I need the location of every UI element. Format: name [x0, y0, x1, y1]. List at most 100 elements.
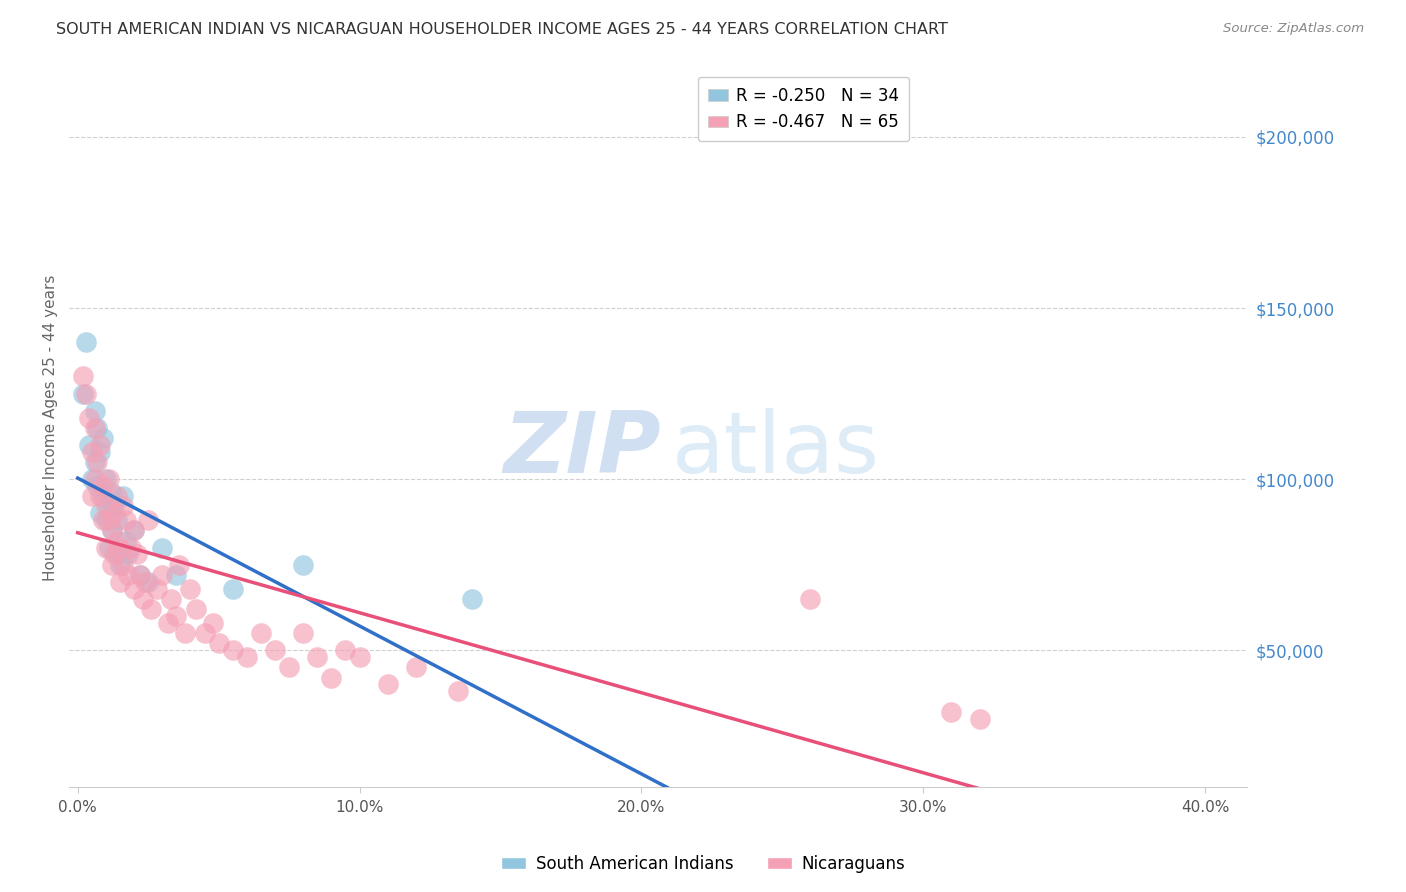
Text: ZIP: ZIP: [503, 408, 661, 491]
Point: [114, 513, 136, 527]
Point: [94, 472, 117, 486]
Point: [120, 541, 142, 555]
Point: [105, 533, 128, 548]
Point: [136, 513, 159, 527]
Point: [103, 506, 125, 520]
Point: [122, 582, 145, 596]
Point: [100, 558, 122, 572]
Point: [97, 541, 120, 555]
Point: [292, 626, 315, 640]
Point: [105, 548, 128, 562]
Point: [278, 660, 301, 674]
Point: [91, 479, 114, 493]
Point: [114, 533, 136, 548]
Point: [89, 444, 111, 458]
Point: [80, 489, 103, 503]
Point: [80, 444, 103, 458]
Point: [83, 403, 105, 417]
Point: [77, 438, 100, 452]
Y-axis label: Householder Income Ages 25 - 44 years: Householder Income Ages 25 - 44 years: [44, 275, 58, 581]
Point: [131, 591, 153, 606]
Point: [159, 591, 181, 606]
Point: [111, 489, 134, 503]
Point: [100, 524, 122, 538]
Point: [207, 636, 229, 650]
Point: [94, 541, 117, 555]
Point: [117, 548, 139, 562]
Point: [111, 500, 134, 514]
Legend: R = -0.250   N = 34, R = -0.467   N = 65: R = -0.250 N = 34, R = -0.467 N = 65: [697, 77, 910, 141]
Text: atlas: atlas: [672, 408, 880, 491]
Point: [97, 472, 120, 486]
Point: [461, 591, 484, 606]
Point: [193, 626, 215, 640]
Point: [321, 671, 343, 685]
Point: [105, 513, 128, 527]
Point: [236, 650, 259, 665]
Point: [77, 410, 100, 425]
Point: [105, 489, 128, 503]
Point: [97, 500, 120, 514]
Point: [83, 472, 105, 486]
Point: [969, 712, 991, 726]
Point: [644, 797, 666, 812]
Point: [75, 386, 97, 401]
Point: [103, 548, 125, 562]
Point: [100, 524, 122, 538]
Point: [167, 558, 190, 572]
Point: [799, 591, 821, 606]
Text: SOUTH AMERICAN INDIAN VS NICARAGUAN HOUSEHOLDER INCOME AGES 25 - 44 YEARS CORREL: SOUTH AMERICAN INDIAN VS NICARAGUAN HOUS…: [56, 22, 948, 37]
Point: [307, 650, 329, 665]
Point: [86, 421, 108, 435]
Point: [72, 369, 94, 384]
Point: [405, 660, 427, 674]
Point: [75, 335, 97, 350]
Point: [184, 602, 207, 616]
Point: [100, 485, 122, 500]
Point: [377, 677, 399, 691]
Point: [145, 582, 167, 596]
Point: [335, 643, 357, 657]
Point: [122, 524, 145, 538]
Text: Source: ZipAtlas.com: Source: ZipAtlas.com: [1223, 22, 1364, 36]
Point: [222, 582, 245, 596]
Point: [122, 524, 145, 538]
Point: [94, 500, 117, 514]
Point: [941, 705, 963, 719]
Legend: South American Indians, Nicaraguans: South American Indians, Nicaraguans: [494, 848, 912, 880]
Point: [72, 386, 94, 401]
Point: [139, 602, 162, 616]
Point: [83, 421, 105, 435]
Point: [108, 574, 131, 589]
Point: [80, 472, 103, 486]
Point: [97, 513, 120, 527]
Point: [89, 438, 111, 452]
Point: [86, 479, 108, 493]
Point: [91, 489, 114, 503]
Point: [150, 568, 173, 582]
Point: [179, 582, 201, 596]
Point: [86, 455, 108, 469]
Point: [89, 489, 111, 503]
Point: [134, 574, 156, 589]
Point: [292, 558, 315, 572]
Point: [111, 558, 134, 572]
Point: [83, 455, 105, 469]
Point: [125, 548, 148, 562]
Point: [201, 615, 224, 630]
Point: [128, 568, 150, 582]
Point: [117, 568, 139, 582]
Point: [173, 626, 195, 640]
Point: [108, 558, 131, 572]
Point: [103, 500, 125, 514]
Point: [108, 541, 131, 555]
Point: [94, 513, 117, 527]
Point: [447, 684, 470, 698]
Point: [250, 626, 273, 640]
Point: [150, 541, 173, 555]
Point: [222, 643, 245, 657]
Point: [136, 574, 159, 589]
Point: [91, 431, 114, 445]
Point: [128, 568, 150, 582]
Point: [264, 643, 287, 657]
